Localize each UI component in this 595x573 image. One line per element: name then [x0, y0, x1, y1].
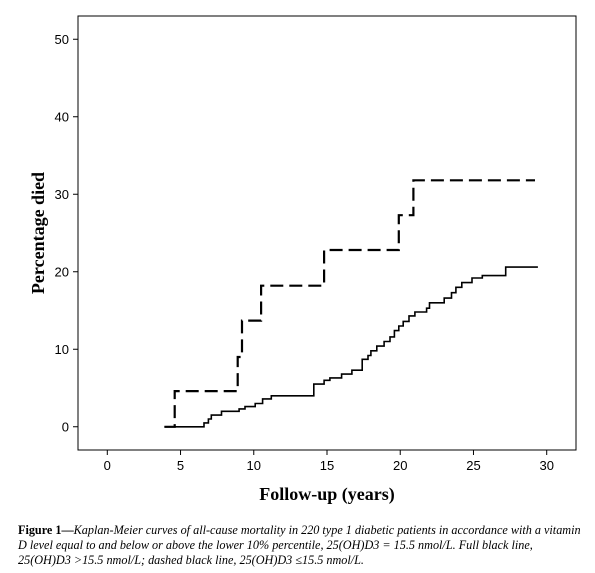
x-tick-label: 25 — [466, 458, 480, 473]
x-tick-label: 15 — [320, 458, 334, 473]
y-axis-title: Percentage died — [28, 172, 48, 294]
figure-label: Figure 1— — [18, 523, 74, 537]
y-axis-ticks: 0 10 20 30 40 50 — [55, 32, 78, 434]
y-tick-label: 20 — [55, 264, 69, 279]
x-axis-title: Follow-up (years) — [259, 484, 394, 505]
dashed-series-line — [164, 179, 535, 428]
x-tick-label: 10 — [247, 458, 261, 473]
x-tick-label: 5 — [177, 458, 184, 473]
y-tick-label: 50 — [55, 32, 69, 47]
solid-series-line — [164, 266, 538, 428]
x-tick-label: 30 — [539, 458, 553, 473]
y-tick-label: 0 — [62, 419, 69, 434]
x-axis-ticks: 0 5 10 15 20 25 30 — [104, 450, 554, 473]
kaplan-meier-chart: 0 5 10 15 20 25 30 0 10 20 30 40 50 Follow-up (year… — [28, 15, 577, 505]
series-layer — [164, 179, 538, 428]
x-tick-label: 20 — [393, 458, 407, 473]
y-tick-label: 40 — [55, 109, 69, 124]
y-tick-label: 30 — [55, 187, 69, 202]
figure-caption: Figure 1—Kaplan-Meier curves of all-caus… — [18, 523, 588, 568]
x-tick-label: 0 — [104, 458, 111, 473]
plot-frame — [77, 15, 577, 451]
y-tick-label: 10 — [55, 342, 69, 357]
figure-caption-text: Kaplan-Meier curves of all-cause mortali… — [18, 523, 581, 567]
